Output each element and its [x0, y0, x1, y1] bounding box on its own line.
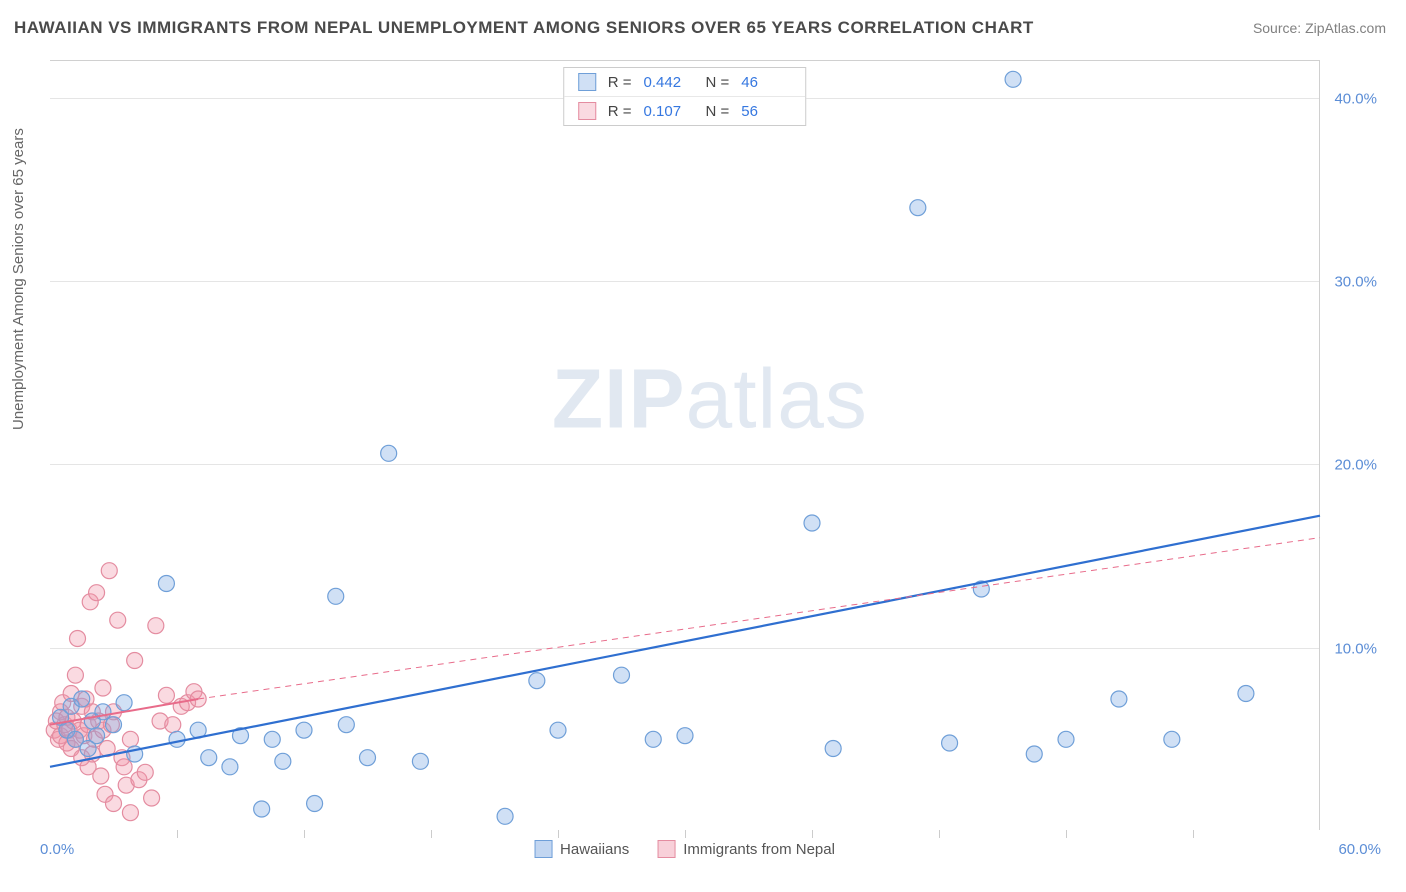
y-tick-label: 10.0% — [1334, 640, 1377, 657]
data-point — [95, 680, 111, 696]
source-attribution: Source: ZipAtlas.com — [1253, 20, 1386, 36]
data-point — [106, 796, 122, 812]
data-point — [296, 722, 312, 738]
swatch-hawaiians — [534, 840, 552, 858]
legend-label-nepal: Immigrants from Nepal — [683, 841, 835, 858]
data-point — [275, 753, 291, 769]
x-tick — [304, 830, 305, 838]
data-point — [614, 667, 630, 683]
scatter-svg — [50, 61, 1319, 830]
data-point — [137, 764, 153, 780]
x-tick — [939, 830, 940, 838]
series-legend: Hawaiians Immigrants from Nepal — [534, 840, 835, 858]
data-point — [338, 717, 354, 733]
data-point — [1026, 746, 1042, 762]
legend-label-hawaiians: Hawaiians — [560, 841, 629, 858]
x-axis-origin-label: 0.0% — [40, 841, 74, 858]
legend-item-nepal: Immigrants from Nepal — [657, 840, 835, 858]
data-point — [1058, 731, 1074, 747]
data-point — [127, 653, 143, 669]
swatch-nepal — [657, 840, 675, 858]
data-point — [254, 801, 270, 817]
data-point — [201, 750, 217, 766]
data-point — [645, 731, 661, 747]
plot-area: ZIPatlas 10.0%20.0%30.0%40.0% R = 0.442 … — [50, 60, 1320, 830]
data-point — [116, 759, 132, 775]
data-point — [529, 673, 545, 689]
data-point — [70, 631, 86, 647]
data-point — [101, 563, 117, 579]
x-tick — [1066, 830, 1067, 838]
data-point — [122, 805, 138, 821]
data-point — [165, 717, 181, 733]
data-point — [307, 796, 323, 812]
data-point — [89, 585, 105, 601]
data-point — [122, 731, 138, 747]
x-tick — [812, 830, 813, 838]
x-tick — [177, 830, 178, 838]
data-point — [67, 667, 83, 683]
y-tick-label: 30.0% — [1334, 274, 1377, 291]
data-point — [1111, 691, 1127, 707]
y-tick-label: 40.0% — [1334, 90, 1377, 107]
data-point — [89, 728, 105, 744]
data-point — [169, 731, 185, 747]
x-axis-end-label: 60.0% — [1338, 841, 1381, 858]
x-tick — [1193, 830, 1194, 838]
data-point — [550, 722, 566, 738]
data-point — [158, 576, 174, 592]
trend-line — [198, 538, 1320, 699]
data-point — [677, 728, 693, 744]
y-axis-label: Unemployment Among Seniors over 65 years — [10, 128, 27, 430]
data-point — [148, 618, 164, 634]
data-point — [497, 808, 513, 824]
data-point — [1164, 731, 1180, 747]
y-tick-label: 20.0% — [1334, 457, 1377, 474]
data-point — [93, 768, 109, 784]
data-point — [144, 790, 160, 806]
data-point — [1238, 686, 1254, 702]
x-tick — [558, 830, 559, 838]
data-point — [116, 695, 132, 711]
data-point — [804, 515, 820, 531]
data-point — [74, 691, 90, 707]
data-point — [222, 759, 238, 775]
x-tick — [431, 830, 432, 838]
legend-item-hawaiians: Hawaiians — [534, 840, 629, 858]
chart-title: HAWAIIAN VS IMMIGRANTS FROM NEPAL UNEMPL… — [14, 18, 1034, 38]
data-point — [106, 717, 122, 733]
data-point — [412, 753, 428, 769]
data-point — [328, 588, 344, 604]
data-point — [264, 731, 280, 747]
data-point — [1005, 71, 1021, 87]
data-point — [910, 200, 926, 216]
data-point — [110, 612, 126, 628]
data-point — [942, 735, 958, 751]
data-point — [825, 741, 841, 757]
data-point — [158, 687, 174, 703]
x-tick — [685, 830, 686, 838]
data-point — [381, 445, 397, 461]
data-point — [360, 750, 376, 766]
